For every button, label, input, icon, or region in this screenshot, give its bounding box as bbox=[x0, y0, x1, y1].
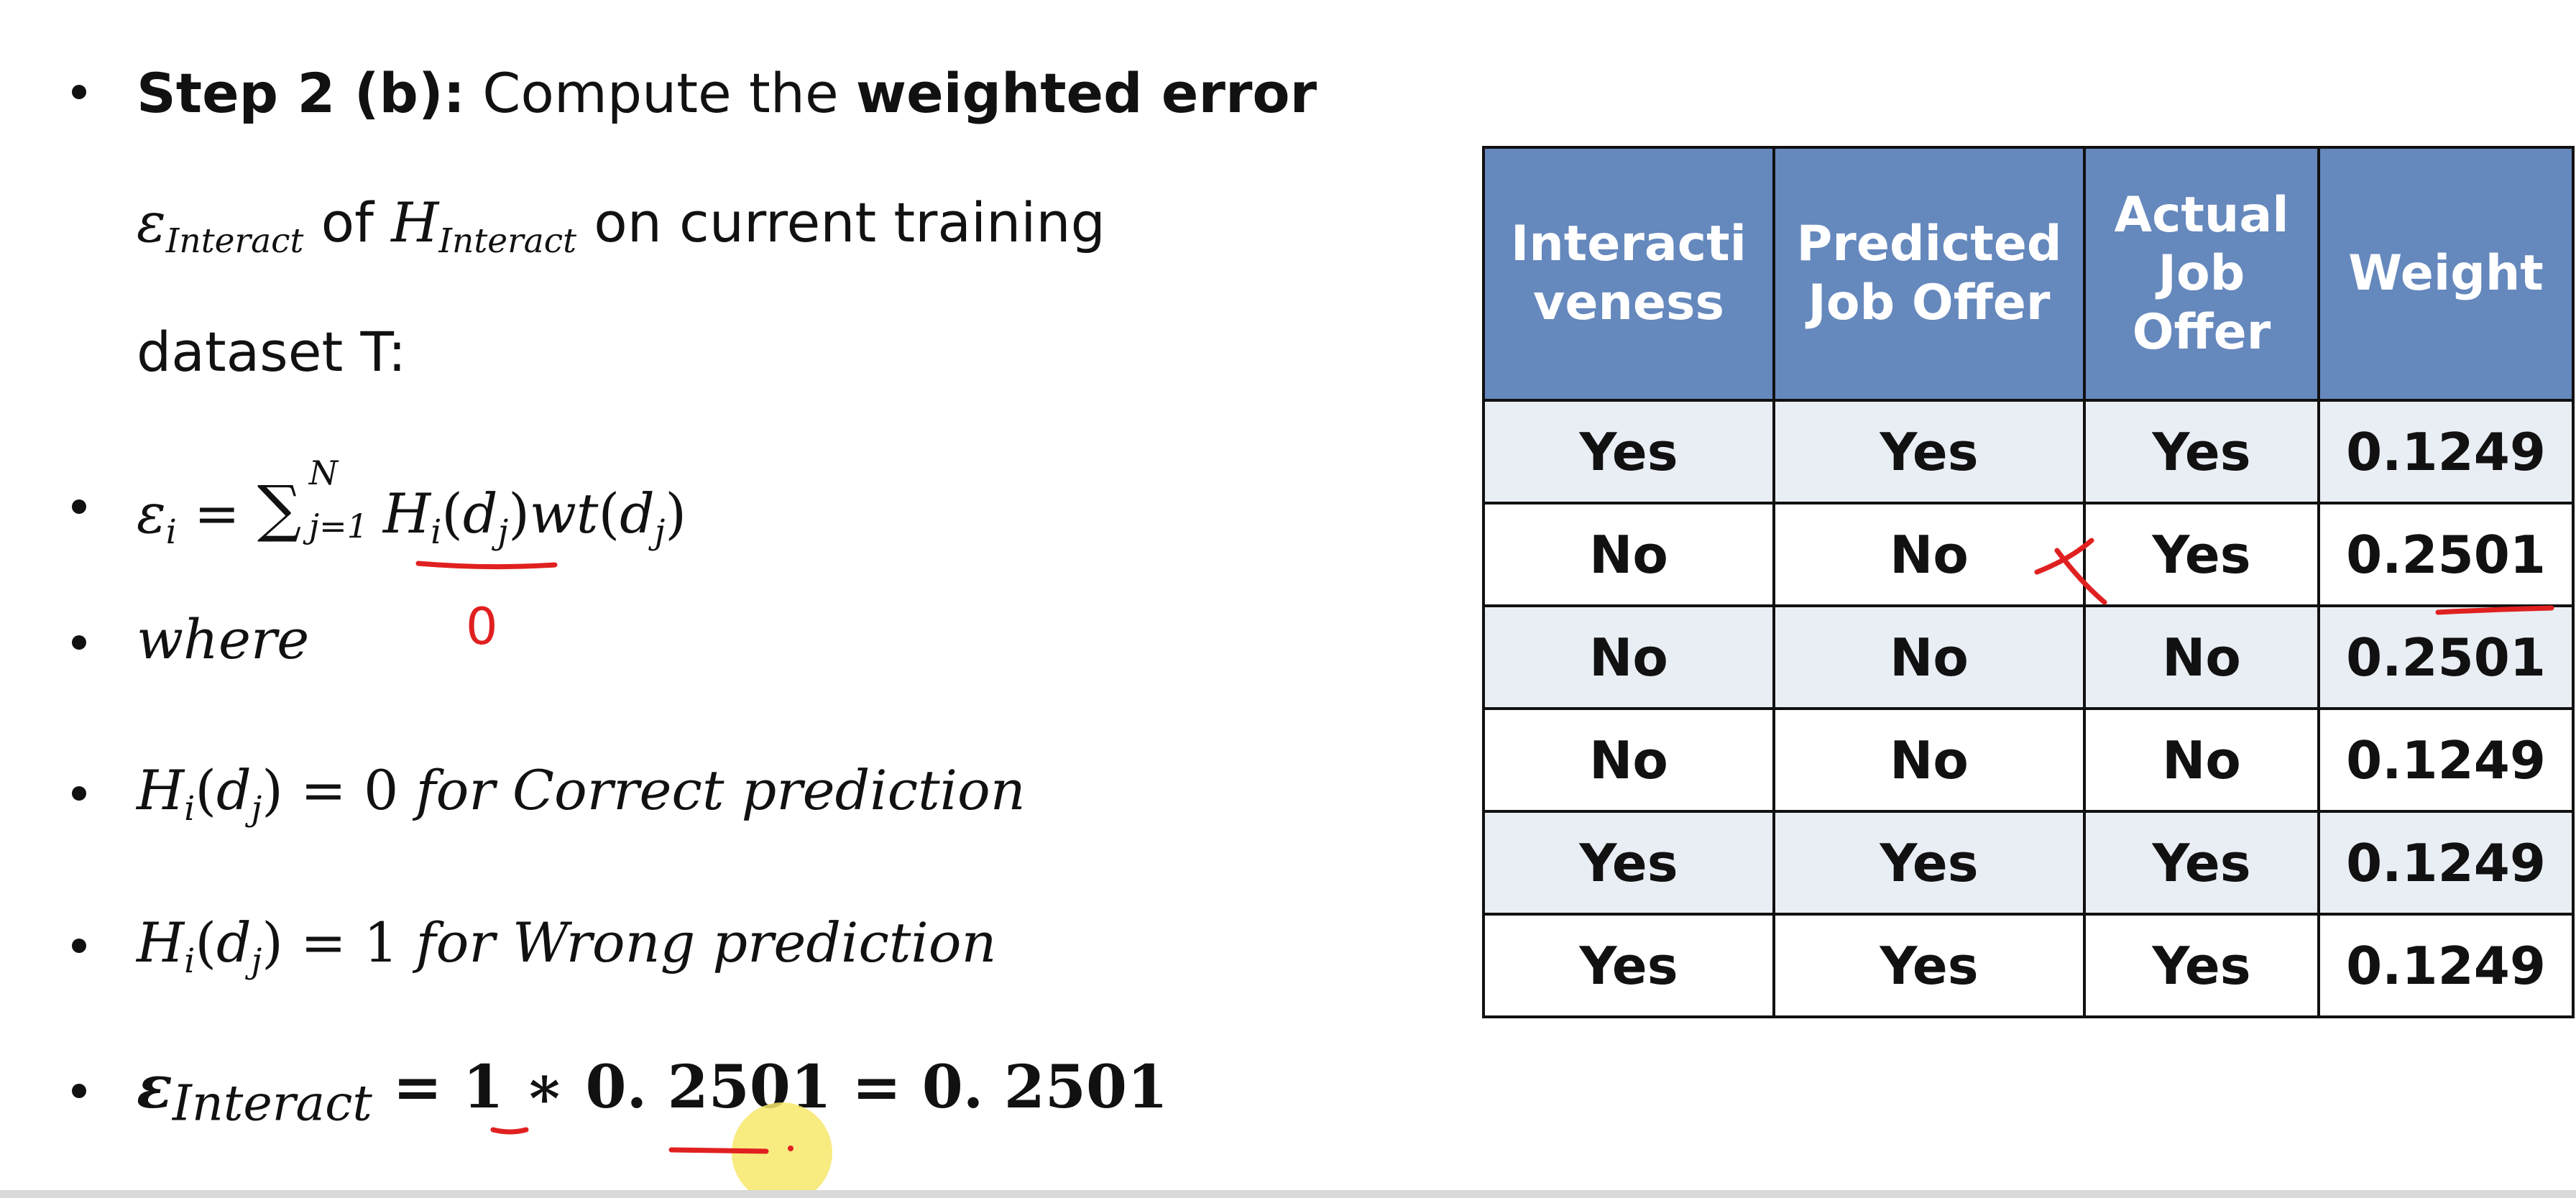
underline-stroke bbox=[415, 561, 558, 570]
step-line-3: dataset T: bbox=[137, 320, 407, 384]
annotation-zero: 0 bbox=[466, 597, 498, 656]
training-text: on current training bbox=[594, 190, 1105, 254]
bottom-border bbox=[0, 1190, 2576, 1198]
header-actual-job-offer: Actual Job Offer bbox=[2083, 146, 2320, 402]
result-formula: εInteract = 1 ∗ 0. 2501 = 0. 2501 bbox=[137, 1053, 1169, 1133]
training-data-table: Interacti veness Predicted Job Offer Act… bbox=[1482, 146, 2575, 1018]
wrong-prediction-rule: Hi(dj) = 1 for Wrong prediction bbox=[137, 911, 997, 982]
table-cell: Yes bbox=[2083, 810, 2320, 916]
error-formula: εi = ∑ N j=1 Hi(dj)wt(dj) bbox=[137, 453, 687, 553]
h-interact: HInteract bbox=[391, 190, 577, 262]
table-cell: Yes bbox=[1482, 810, 1775, 916]
underline-stroke bbox=[668, 1147, 769, 1154]
table-cell: Yes bbox=[1482, 399, 1775, 504]
bullet bbox=[72, 1084, 86, 1098]
table-cell: Yes bbox=[1482, 913, 1775, 1018]
table-cell: Yes bbox=[2083, 502, 2320, 607]
table-cell: Yes bbox=[2083, 399, 2320, 504]
step-heading-line: Step 2 (b): Compute the weighted error bbox=[137, 66, 1317, 121]
table-cell: Yes bbox=[1772, 810, 2086, 916]
bullet bbox=[72, 499, 86, 514]
table-cell: Yes bbox=[1772, 399, 2086, 504]
table-cell: 0.1249 bbox=[2317, 810, 2575, 916]
table-row: Yes Yes Yes 0.1249 bbox=[1482, 399, 2575, 504]
bullet bbox=[72, 635, 86, 650]
step-line-2: εInteract of HInteract on current traini… bbox=[137, 195, 1105, 259]
underline-stroke bbox=[490, 1127, 529, 1135]
table-cell: 0.1249 bbox=[2317, 399, 2575, 504]
table-cell: 0.1249 bbox=[2317, 707, 2575, 813]
table-cell: No bbox=[1772, 502, 2086, 607]
of-text: of bbox=[321, 190, 374, 254]
table-cell: 0.2501 bbox=[2317, 502, 2575, 607]
header-predicted-job-offer: Predicted Job Offer bbox=[1772, 146, 2086, 402]
table-cell: No bbox=[1482, 502, 1775, 607]
table-cell: No bbox=[1482, 604, 1775, 710]
table-row: No No Yes 0.2501 bbox=[1482, 502, 2575, 607]
step-text: Compute the bbox=[482, 61, 839, 125]
correct-prediction-rule: Hi(dj) = 0 for Correct prediction bbox=[137, 758, 1026, 829]
bullet bbox=[72, 85, 86, 99]
bullet bbox=[72, 939, 86, 953]
table-cell: No bbox=[2083, 707, 2320, 813]
table-row: Yes Yes Yes 0.1249 bbox=[1482, 810, 2575, 916]
table-cell: Yes bbox=[2083, 913, 2320, 1018]
table-cell: 0.2501 bbox=[2317, 604, 2575, 710]
table-cell: Yes bbox=[1772, 913, 2086, 1018]
pen-dot bbox=[788, 1146, 794, 1151]
table-row: No No No 0.1249 bbox=[1482, 707, 2575, 813]
table-cell: No bbox=[1772, 604, 2086, 710]
weighted-error-text: weighted error bbox=[855, 61, 1317, 125]
table-cell: No bbox=[1772, 707, 2086, 813]
where-text: where bbox=[137, 607, 310, 671]
bullet bbox=[72, 786, 86, 801]
header-weight: Weight bbox=[2317, 146, 2575, 402]
table-row: No No No 0.2501 bbox=[1482, 604, 2575, 710]
summation: ∑ N j=1 bbox=[257, 453, 368, 545]
table-cell: 0.1249 bbox=[2317, 913, 2575, 1018]
table-row: Yes Yes Yes 0.1249 bbox=[1482, 913, 2575, 1018]
table-cell: No bbox=[2083, 604, 2320, 710]
epsilon-interact: εInteract bbox=[137, 190, 304, 262]
header-interactiveness: Interacti veness bbox=[1482, 146, 1775, 402]
step-label: Step 2 (b): bbox=[137, 61, 466, 125]
table-header-row: Interacti veness Predicted Job Offer Act… bbox=[1482, 146, 2575, 402]
table-cell: No bbox=[1482, 707, 1775, 813]
